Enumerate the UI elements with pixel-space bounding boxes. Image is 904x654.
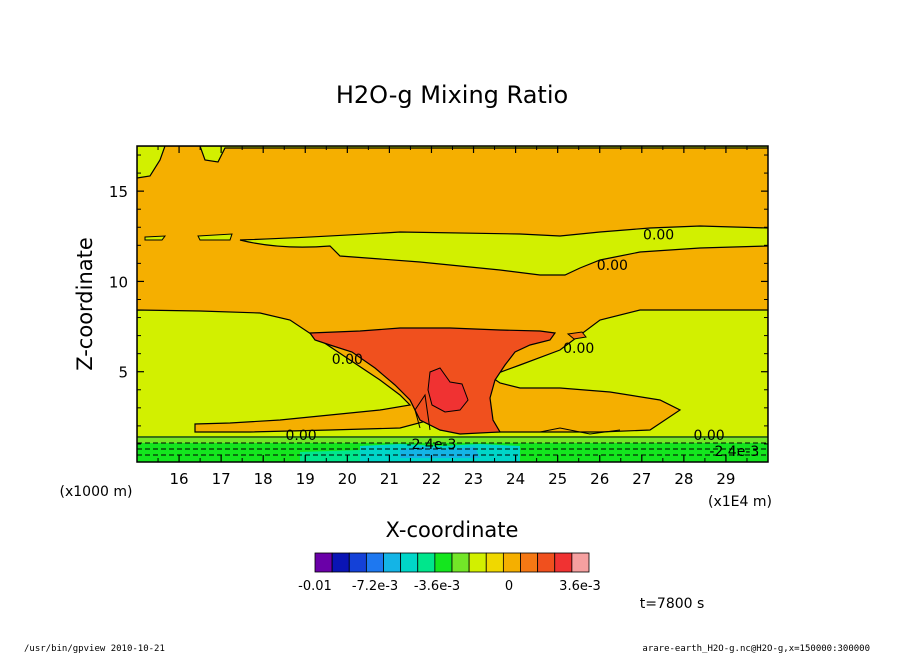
contour-label: 0.00 [285,428,316,444]
contour-label: -2.4e-3 [407,437,457,453]
x-scale-label: (x1E4 m) [708,494,772,510]
band-ground-lightgreen [300,450,360,462]
contour-label: 0.00 [597,258,628,274]
colorbar-swatch [485,552,504,573]
colorbar-swatch [537,552,556,573]
x-tick-label: 28 [674,470,693,488]
footer-right: arare-earth_H2O-g.nc@H2O-g,x=150000:3000… [642,644,870,654]
y-tick-label: 10 [109,273,128,291]
colorbar-label: 3.6e-3 [559,579,601,594]
x-tick-label: 18 [254,470,273,488]
x-tick-label: 22 [422,470,441,488]
x-tick-label: 17 [212,470,231,488]
contour-label-group: 0.000.000.000.000.00 0.00-2.4e-3 -2.4e-3 [285,227,759,460]
colorbar-swatch [434,552,453,573]
colorbar-swatch [348,552,367,573]
x-tick-label: 20 [338,470,357,488]
colorbar-swatch [520,552,539,573]
colorbar-swatch [417,552,436,573]
x-tick-label: 26 [590,470,609,488]
contour-field [137,146,768,462]
colorbar-swatch [383,552,402,573]
x-tick-label: 19 [296,470,315,488]
x-axis-label: X-coordinate [386,518,519,542]
x-axis: 16 17 18 19 20 21 22 23 24 25 26 27 28 29 [157,146,748,488]
y-scale-label: (x1000 m) [60,484,133,500]
colorbar-swatch [468,552,487,573]
colorbar-swatch [571,552,590,573]
colorbar-swatch [554,552,573,573]
band-mid-yellowgreen [239,225,768,276]
colorbar-label: 0 [505,579,513,594]
x-tick-label: 25 [548,470,567,488]
contour-label: 0.00 [643,227,674,243]
colorbar-swatch [400,552,419,573]
y-tick-label: 5 [118,364,128,382]
colorbar-label: -7.2e-3 [352,579,398,594]
colorbar-label: -0.01 [298,579,332,594]
colorbar [314,552,590,573]
contour-label: 0.00 [563,341,594,357]
x-tick-label: 29 [716,470,735,488]
contour-label: 0.00 [332,352,363,368]
colorbar-swatch [314,552,333,573]
colorbar-swatch [365,552,384,573]
colorbar-label: -3.6e-3 [414,579,460,594]
chart-title: H2O-g Mixing Ratio [336,81,568,109]
footer-left: /usr/bin/gpview 2010-10-21 [24,644,165,654]
band-left-streak [144,235,167,241]
band-red-core [427,367,469,413]
band-upper-yellowgreen-left [137,146,166,179]
contour-lines [137,393,768,456]
band-red-blob [566,331,587,340]
band-left-streak2 [197,233,233,241]
x-tick-label: 21 [380,470,399,488]
colorbar-swatch [502,552,521,573]
contour-label: 0.00 [694,428,725,444]
y-tick-label: 15 [109,183,128,201]
x-tick-label: 16 [170,470,189,488]
y-axis: 5 10 15 [109,154,768,445]
contour-label: -2.4e-3 [709,444,759,460]
x-tick-label: 23 [464,470,483,488]
y-axis-label: Z-coordinate [73,237,97,371]
x-tick-label: 27 [632,470,651,488]
x-tick-label: 24 [506,470,525,488]
colorbar-swatch [331,552,350,573]
time-label: t=7800 s [640,596,705,612]
colorbar-labels: -0.01 -7.2e-3 -3.6e-3 0 3.6e-3 [298,579,601,594]
colorbar-swatch [451,552,470,573]
